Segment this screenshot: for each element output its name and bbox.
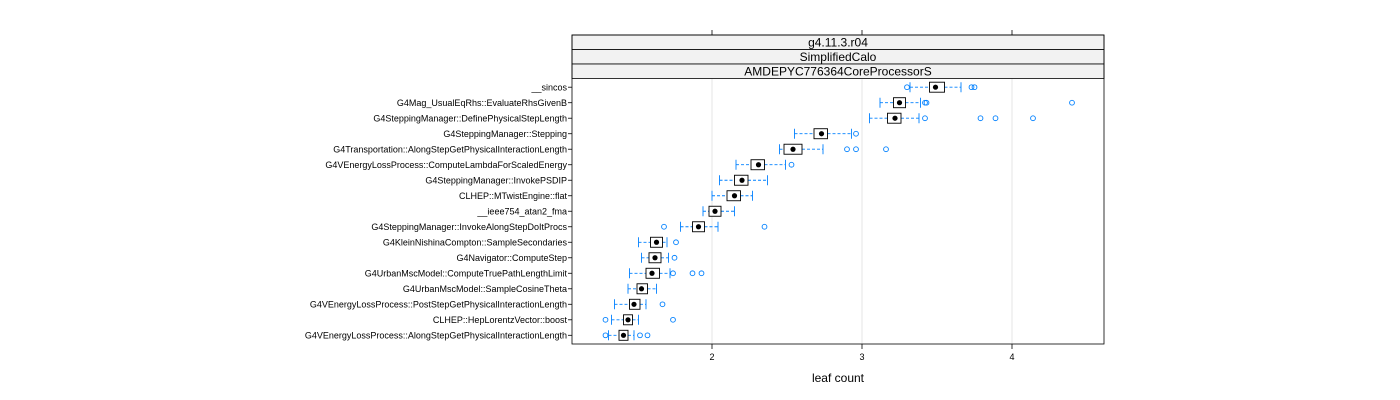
- median-dot: [631, 301, 637, 307]
- median-dot: [818, 131, 825, 137]
- outlier-point: [853, 146, 859, 153]
- box-group: [794, 128, 859, 140]
- category-label: G4Mag_UsualEqRhs::EvaluateRhsGivenB: [397, 98, 567, 108]
- box-group: [711, 190, 753, 202]
- outlier-point: [788, 161, 795, 168]
- category-label: G4UrbanMscModel::ComputeTruePathLengthLi…: [365, 268, 568, 278]
- outlier-point: [971, 84, 978, 91]
- box-group: [638, 236, 679, 248]
- outlier-point: [923, 99, 930, 106]
- outlier-point: [761, 223, 768, 230]
- category-label: G4VEnergyLossProcess::AlongStepGetPhysic…: [305, 331, 567, 341]
- category-label: G4SteppingManager::InvokePSDIP: [425, 175, 567, 185]
- median-dot: [896, 100, 903, 106]
- median-dot: [620, 332, 627, 338]
- outlier-point: [670, 270, 676, 277]
- median-dot: [653, 239, 660, 245]
- box-group: [879, 97, 1075, 109]
- outlier-point: [698, 270, 705, 277]
- median-dot: [790, 146, 796, 152]
- strip-label: SimplifiedCalo: [800, 50, 877, 64]
- box-group: [602, 329, 651, 341]
- category-label: G4Navigator::ComputeStep: [456, 253, 567, 263]
- outlier-point: [602, 316, 609, 323]
- category-label: __sincos: [530, 82, 567, 92]
- x-tick-label: 3: [859, 352, 864, 362]
- outlier-point: [671, 254, 678, 261]
- median-dot: [649, 270, 655, 276]
- box-group: [904, 81, 978, 93]
- outlier-point: [602, 332, 609, 339]
- outlier-point: [1069, 99, 1075, 106]
- median-dot: [932, 84, 939, 90]
- box-layer: [602, 81, 1075, 341]
- median-dot: [712, 208, 718, 214]
- outlier-point: [689, 270, 696, 277]
- outlier-point: [673, 239, 679, 246]
- category-label: G4VEnergyLossProcess::ComputeLambdaForSc…: [325, 160, 567, 170]
- box-group: [661, 221, 768, 233]
- outlier-point: [853, 130, 859, 137]
- outlier-point: [844, 146, 850, 153]
- category-label: G4KleinNishinaCompton::SampleSecondaries: [383, 237, 568, 247]
- strip-label: g4.11.3.r04: [808, 35, 868, 49]
- box-group: [869, 112, 1036, 124]
- outlier-point: [637, 332, 643, 339]
- median-dot: [892, 115, 898, 121]
- box-group: [779, 143, 889, 155]
- panel-frame: [571, 34, 1105, 345]
- category-label: G4SteppingManager::DefinePhysicalStepLen…: [373, 113, 567, 123]
- x-tick-label: 4: [1009, 352, 1014, 362]
- category-label: G4SteppingManager::Stepping: [443, 129, 567, 139]
- box-group: [602, 314, 676, 326]
- outlier-point: [992, 115, 999, 122]
- outlier-point: [922, 115, 928, 122]
- category-label: CLHEP::MTwistEngine::flat: [459, 191, 568, 201]
- box-group: [629, 267, 705, 279]
- box-group: [719, 174, 768, 186]
- category-label: G4Transportation::AlongStepGetPhysicalIn…: [333, 144, 567, 154]
- median-dot: [625, 317, 631, 323]
- x-tick-label: 2: [709, 352, 714, 362]
- outlier-point: [1030, 115, 1036, 122]
- outlier-point: [904, 84, 910, 91]
- median-dot: [695, 224, 702, 230]
- x-axis-title: leaf count: [812, 371, 865, 385]
- box-group: [735, 159, 795, 171]
- category-label: G4UrbanMscModel::SampleCosineTheta: [403, 284, 567, 294]
- box-group: [702, 205, 735, 217]
- outlier-point: [661, 223, 667, 230]
- outlier-point: [977, 115, 984, 122]
- category-labels: __sincosG4Mag_UsualEqRhs::EvaluateRhsGiv…: [305, 82, 572, 341]
- outlier-point: [968, 84, 975, 91]
- outlier-point: [644, 332, 651, 339]
- x-axis-ticks: 2 3 4: [709, 30, 1015, 362]
- category-label: __ieee754_atan2_fma: [476, 206, 567, 216]
- category-label: G4SteppingManager::InvokeAlongStepDoItPr…: [371, 222, 567, 232]
- outlier-point: [670, 316, 676, 323]
- box-group: [627, 283, 657, 295]
- box-group: [614, 298, 666, 310]
- median-dot: [755, 162, 762, 168]
- outlier-point: [659, 301, 666, 308]
- median-dot: [652, 255, 658, 261]
- median-dot: [731, 193, 738, 199]
- grid-lines: [711, 78, 1013, 344]
- median-dot: [739, 177, 745, 183]
- median-dot: [638, 286, 645, 292]
- category-label: CLHEP::HepLorentzVector::boost: [433, 315, 568, 325]
- box-group: [641, 252, 678, 264]
- strip-label: AMDEPYC776364CoreProcessorS: [744, 64, 931, 78]
- outlier-point: [883, 146, 889, 153]
- panel-strips: g4.11.3.r04SimplifiedCaloAMDEPYC776364Co…: [571, 34, 1105, 79]
- category-label: G4VEnergyLossProcess::PostStepGetPhysica…: [310, 299, 567, 309]
